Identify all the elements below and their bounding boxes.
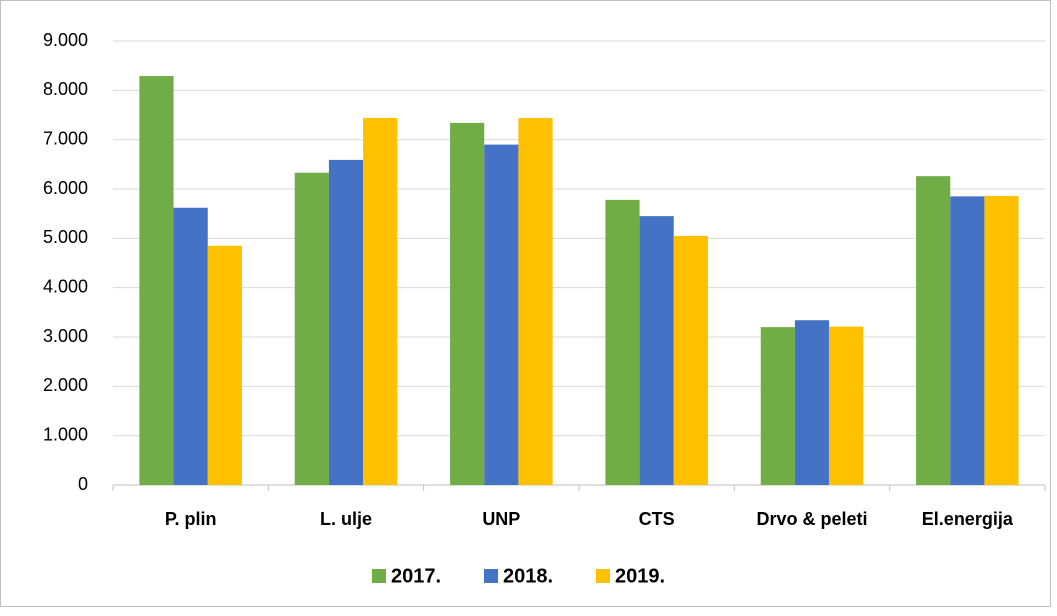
bar [139,76,174,485]
bar [450,122,485,485]
bar [984,195,1019,485]
x-tick-label: CTS [639,509,675,529]
bar [639,216,674,485]
y-tick-label: 5.000 [43,227,88,247]
bar [829,326,864,485]
bar [173,207,208,485]
bar [484,144,519,485]
y-tick-label: 7.000 [43,128,88,148]
x-tick-label: El.energija [922,509,1014,529]
legend-swatch [596,569,610,583]
y-tick-label: 9.000 [43,30,88,50]
y-tick-label: 8.000 [43,79,88,99]
legend-swatch [484,569,498,583]
bar [328,159,364,486]
y-tick-label: 4.000 [43,276,88,296]
y-tick-label: 2.000 [43,375,88,395]
bar [760,327,795,485]
bar [673,235,708,485]
legend-label: 2018. [503,565,553,587]
y-tick-label: 3.000 [43,326,88,346]
bar [950,196,985,485]
legend-label: 2017. [391,565,441,587]
bar [207,245,242,485]
x-tick-label: Drvo & peleti [756,509,867,529]
bar [294,172,329,485]
y-tick-label: 1.000 [43,424,88,444]
x-tick-label: L. ulje [320,509,372,529]
bar [794,320,830,485]
y-tick-label: 6.000 [43,178,88,198]
y-tick-label: 0 [78,474,88,494]
x-tick-label: UNP [482,509,520,529]
bar [363,117,398,486]
bar [518,117,553,486]
x-tick-label: P. plin [165,509,217,529]
legend-swatch [372,569,386,583]
legend-label: 2019. [615,565,665,587]
bar [916,176,951,485]
bar [605,199,640,485]
